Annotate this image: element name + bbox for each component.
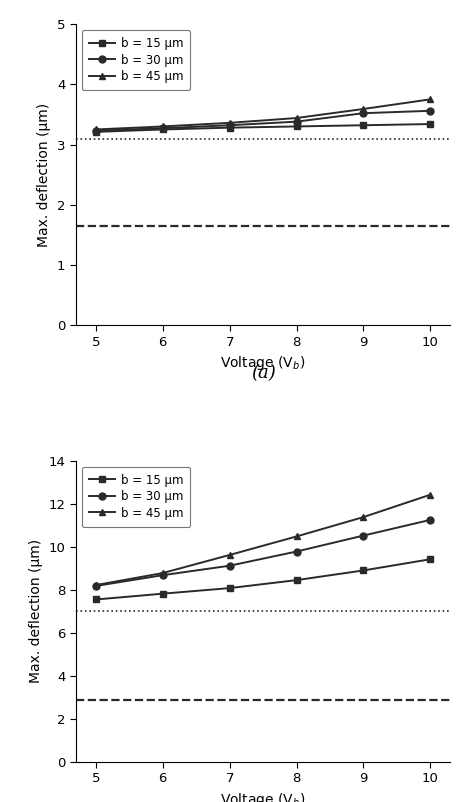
Text: (a): (a) bbox=[251, 364, 275, 383]
b = 45 μm bbox=[361, 512, 366, 522]
b = 15 μm bbox=[428, 554, 433, 564]
b = 45 μm bbox=[227, 550, 232, 560]
b = 30 μm bbox=[294, 117, 300, 127]
b = 15 μm bbox=[361, 565, 366, 575]
b = 15 μm bbox=[294, 575, 300, 585]
b = 15 μm bbox=[428, 119, 433, 129]
b = 15 μm bbox=[227, 583, 232, 593]
b = 45 μm bbox=[160, 569, 165, 578]
b = 30 μm bbox=[93, 126, 99, 136]
b = 30 μm bbox=[294, 547, 300, 557]
b = 15 μm bbox=[93, 594, 99, 604]
b = 30 μm bbox=[361, 531, 366, 541]
b = 15 μm bbox=[227, 123, 232, 132]
Legend: b = 15 μm, b = 30 μm, b = 45 μm: b = 15 μm, b = 30 μm, b = 45 μm bbox=[82, 467, 190, 527]
Line: b = 15 μm: b = 15 μm bbox=[92, 556, 434, 603]
b = 45 μm bbox=[93, 124, 99, 134]
b = 30 μm bbox=[160, 124, 165, 133]
X-axis label: Voltage (V$_b$): Voltage (V$_b$) bbox=[220, 791, 306, 802]
b = 45 μm bbox=[93, 581, 99, 590]
Line: b = 45 μm: b = 45 μm bbox=[92, 96, 434, 133]
b = 45 μm bbox=[227, 118, 232, 128]
b = 45 μm bbox=[160, 122, 165, 132]
Line: b = 15 μm: b = 15 μm bbox=[92, 120, 434, 136]
b = 45 μm bbox=[428, 95, 433, 104]
b = 15 μm bbox=[160, 124, 165, 134]
Line: b = 30 μm: b = 30 μm bbox=[92, 107, 434, 134]
Text: (b): (b) bbox=[250, 801, 276, 802]
b = 30 μm bbox=[361, 108, 366, 118]
b = 15 μm bbox=[361, 120, 366, 130]
b = 30 μm bbox=[227, 120, 232, 130]
b = 45 μm bbox=[294, 532, 300, 541]
Line: b = 45 μm: b = 45 μm bbox=[92, 492, 434, 589]
b = 30 μm bbox=[428, 515, 433, 525]
b = 30 μm bbox=[93, 581, 99, 591]
Y-axis label: Max. deflection (μm): Max. deflection (μm) bbox=[37, 103, 51, 247]
b = 15 μm bbox=[93, 127, 99, 136]
b = 30 μm bbox=[428, 106, 433, 115]
b = 15 μm bbox=[294, 122, 300, 132]
Y-axis label: Max. deflection (μm): Max. deflection (μm) bbox=[29, 539, 43, 683]
b = 30 μm bbox=[160, 570, 165, 580]
X-axis label: Voltage (V$_b$): Voltage (V$_b$) bbox=[220, 354, 306, 372]
b = 45 μm bbox=[428, 490, 433, 500]
b = 45 μm bbox=[361, 104, 366, 114]
b = 45 μm bbox=[294, 113, 300, 123]
Line: b = 30 μm: b = 30 μm bbox=[92, 516, 434, 589]
b = 30 μm bbox=[227, 561, 232, 570]
Legend: b = 15 μm, b = 30 μm, b = 45 μm: b = 15 μm, b = 30 μm, b = 45 μm bbox=[82, 30, 190, 90]
b = 15 μm bbox=[160, 589, 165, 598]
